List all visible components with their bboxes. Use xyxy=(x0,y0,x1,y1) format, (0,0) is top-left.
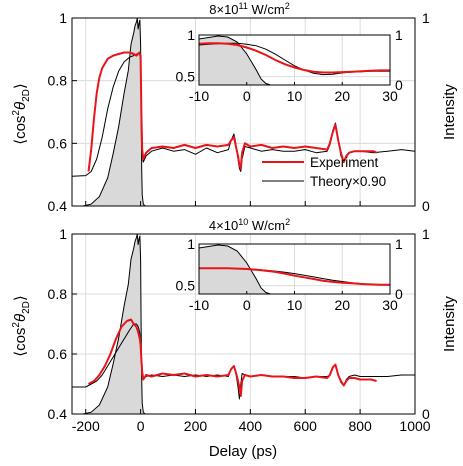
inset-x-tick-label: 30 xyxy=(382,297,398,313)
y-label-part: 2 xyxy=(11,110,22,116)
axes-frame xyxy=(71,17,416,207)
series-line-experiment xyxy=(87,51,378,172)
x-tick-label: 200 xyxy=(184,418,208,434)
inset-y-tick-label: 0.5 xyxy=(176,278,196,294)
y-label-part: ⟨cos xyxy=(12,116,29,145)
chart-title: 8×1011 W/cm2 xyxy=(209,1,289,17)
title-part: 11 xyxy=(239,1,248,11)
title-part: W/cm xyxy=(248,2,285,17)
inset-y2-tick-label: 0 xyxy=(395,286,403,302)
y-tick-label: 0.8 xyxy=(48,286,68,302)
title-part: 2 xyxy=(285,217,290,227)
inset-y2-tick-label: 0 xyxy=(395,77,403,93)
y-label-part: 2D xyxy=(21,301,32,314)
inset-series-line-experiment xyxy=(199,42,390,74)
x-tick-label: 0 xyxy=(137,418,145,434)
inset-x-tick-label: 30 xyxy=(382,88,398,104)
y-label-part: θ xyxy=(12,102,29,110)
inset-x-tick-label: 10 xyxy=(287,297,303,313)
legend-label: Experiment xyxy=(310,155,379,170)
inset-x-tick-label: 20 xyxy=(334,88,350,104)
legend-label: Theory×0.90 xyxy=(310,174,386,189)
inset-x-tick-label: 20 xyxy=(334,297,350,313)
x-tick-label: -200 xyxy=(72,418,100,434)
inset-intensity-area xyxy=(199,35,271,85)
intensity-area xyxy=(82,18,146,206)
inset-x-tick-label: -10 xyxy=(189,88,209,104)
y-tick-label: 0.6 xyxy=(48,135,68,151)
y-label-part: 2 xyxy=(11,322,22,328)
y2-tick-label: 0 xyxy=(422,406,430,422)
inset-x-tick-label: 0 xyxy=(243,88,251,104)
x-tick-label: 400 xyxy=(239,418,263,434)
inset-x-tick-label: 10 xyxy=(287,88,303,104)
inset-y-tick-label: 1 xyxy=(187,27,195,43)
y-tick-label: 0.4 xyxy=(48,406,68,422)
y-tick-label: 0.6 xyxy=(48,346,68,362)
title-part: 4×10 xyxy=(209,218,238,233)
inset-y2-tick-label: 1 xyxy=(395,27,403,43)
inset-x-tick-label: 0 xyxy=(243,297,251,313)
inset-y-tick-label: 0.5 xyxy=(176,69,196,85)
y-label-part: θ xyxy=(12,314,29,322)
y-label-part: ⟨cos xyxy=(12,328,29,357)
x-axis-label: Delay (ps) xyxy=(209,443,277,460)
y-tick-label: 1 xyxy=(59,226,67,242)
inset-series-line-experiment xyxy=(199,267,390,286)
inset-x-tick-label: -10 xyxy=(189,297,209,313)
y2-tick-label: 1 xyxy=(422,10,430,26)
y2-axis-label: Intensity xyxy=(441,296,458,352)
x-tick-label: 800 xyxy=(348,418,372,434)
series-line-experiment xyxy=(88,318,377,397)
title-part: 8×10 xyxy=(209,2,238,17)
inset-y2-tick-label: 1 xyxy=(395,236,403,252)
x-tick-label: 600 xyxy=(294,418,318,434)
y-tick-label: 0.4 xyxy=(48,198,68,214)
y-tick-label: 1 xyxy=(59,10,67,26)
y-label-part: ⟩ xyxy=(12,83,29,89)
title-part: W/cm xyxy=(248,218,285,233)
y2-tick-label: 1 xyxy=(422,226,430,242)
chart-title: 4×1010 W/cm2 xyxy=(209,217,290,233)
y-axis-label: ⟨cos2θ2D⟩ xyxy=(11,83,32,145)
inset-y-tick-label: 1 xyxy=(187,236,195,252)
title-part: 2 xyxy=(285,1,290,11)
y-tick-label: 0.8 xyxy=(48,73,68,89)
axes-frame xyxy=(71,233,416,415)
y-label-part: 2D xyxy=(21,89,32,102)
y-axis-label: ⟨cos2θ2D⟩ xyxy=(11,295,32,357)
intensity-area xyxy=(82,234,146,414)
y2-axis-label: Intensity xyxy=(441,84,458,140)
y-label-part: ⟩ xyxy=(12,295,29,301)
y2-tick-label: 0 xyxy=(422,198,430,214)
legend: Experiment Theory×0.90 xyxy=(262,155,386,189)
x-tick-label: 1000 xyxy=(399,418,430,434)
title-part: 10 xyxy=(238,217,248,227)
